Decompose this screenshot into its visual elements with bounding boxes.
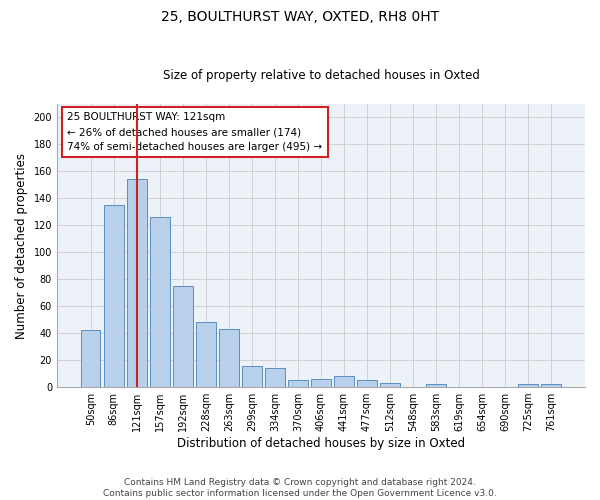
Bar [334, 376, 354, 387]
Title: Size of property relative to detached houses in Oxted: Size of property relative to detached ho… [163, 69, 479, 82]
Bar [127, 180, 146, 387]
Bar [150, 217, 170, 387]
Bar [357, 380, 377, 387]
Y-axis label: Number of detached properties: Number of detached properties [15, 152, 28, 338]
Text: Contains HM Land Registry data © Crown copyright and database right 2024.
Contai: Contains HM Land Registry data © Crown c… [103, 478, 497, 498]
Bar [81, 330, 100, 387]
Bar [173, 286, 193, 387]
Bar [518, 384, 538, 387]
Bar [219, 329, 239, 387]
Bar [242, 366, 262, 387]
Text: 25, BOULTHURST WAY, OXTED, RH8 0HT: 25, BOULTHURST WAY, OXTED, RH8 0HT [161, 10, 439, 24]
Bar [288, 380, 308, 387]
Bar [541, 384, 561, 387]
Bar [426, 384, 446, 387]
Bar [311, 379, 331, 387]
Text: 25 BOULTHURST WAY: 121sqm
← 26% of detached houses are smaller (174)
74% of semi: 25 BOULTHURST WAY: 121sqm ← 26% of detac… [67, 112, 323, 152]
Bar [380, 383, 400, 387]
X-axis label: Distribution of detached houses by size in Oxted: Distribution of detached houses by size … [177, 437, 465, 450]
Bar [265, 368, 284, 387]
Bar [196, 322, 215, 387]
Bar [104, 205, 124, 387]
